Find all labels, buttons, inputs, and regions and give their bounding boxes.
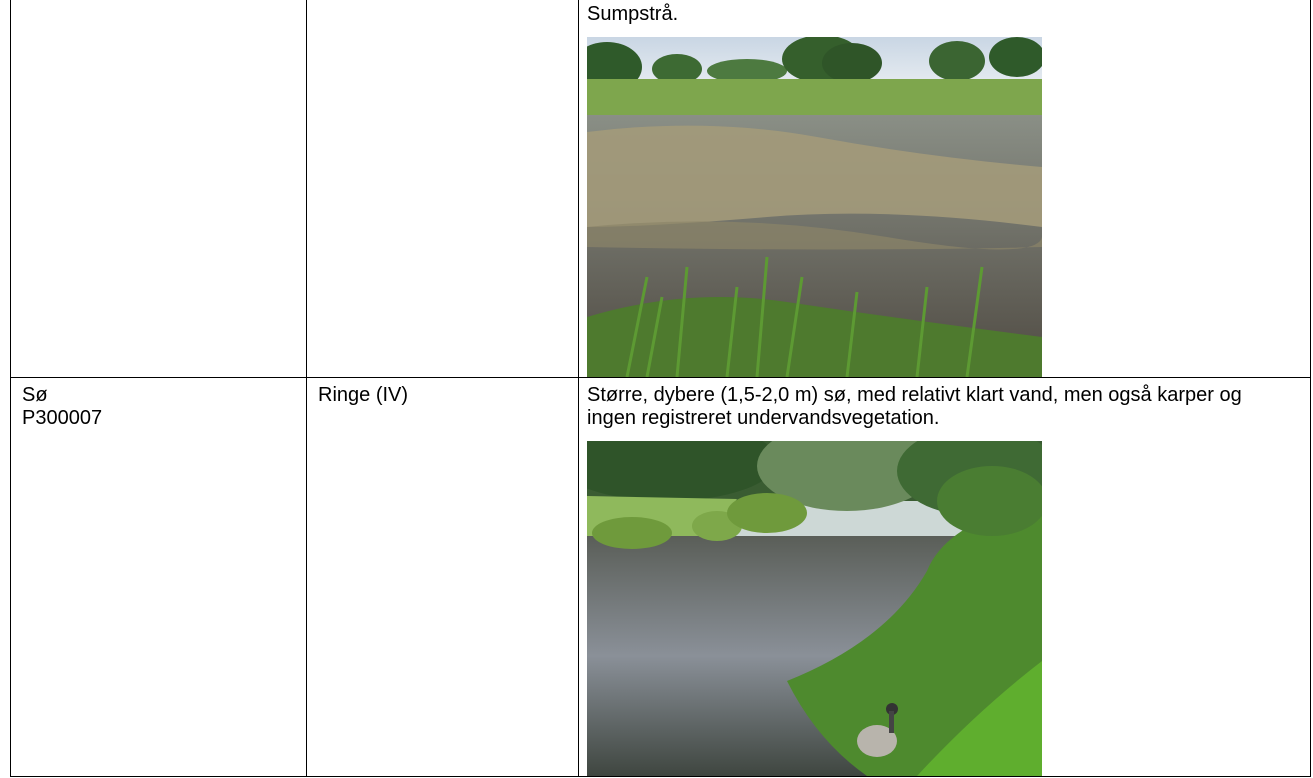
cell-border [10, 377, 1311, 378]
cell-border [1310, 0, 1311, 776]
site-cell: Sø P300007 [22, 384, 102, 430]
description: Sumpstrå. [587, 3, 679, 25]
description: Større, dybere (1,5-2,0 m) sø, med relat… [587, 384, 1242, 429]
site-id: P300007 [22, 407, 103, 429]
cell-border [306, 0, 307, 776]
cell-border [10, 0, 11, 776]
site-type: Sø [22, 384, 48, 406]
photo-marsh [587, 37, 1042, 377]
cell-border [578, 0, 579, 776]
lake: Ringe (IV) [318, 384, 409, 406]
photo-lake [587, 441, 1042, 776]
cell-border [10, 776, 1311, 777]
